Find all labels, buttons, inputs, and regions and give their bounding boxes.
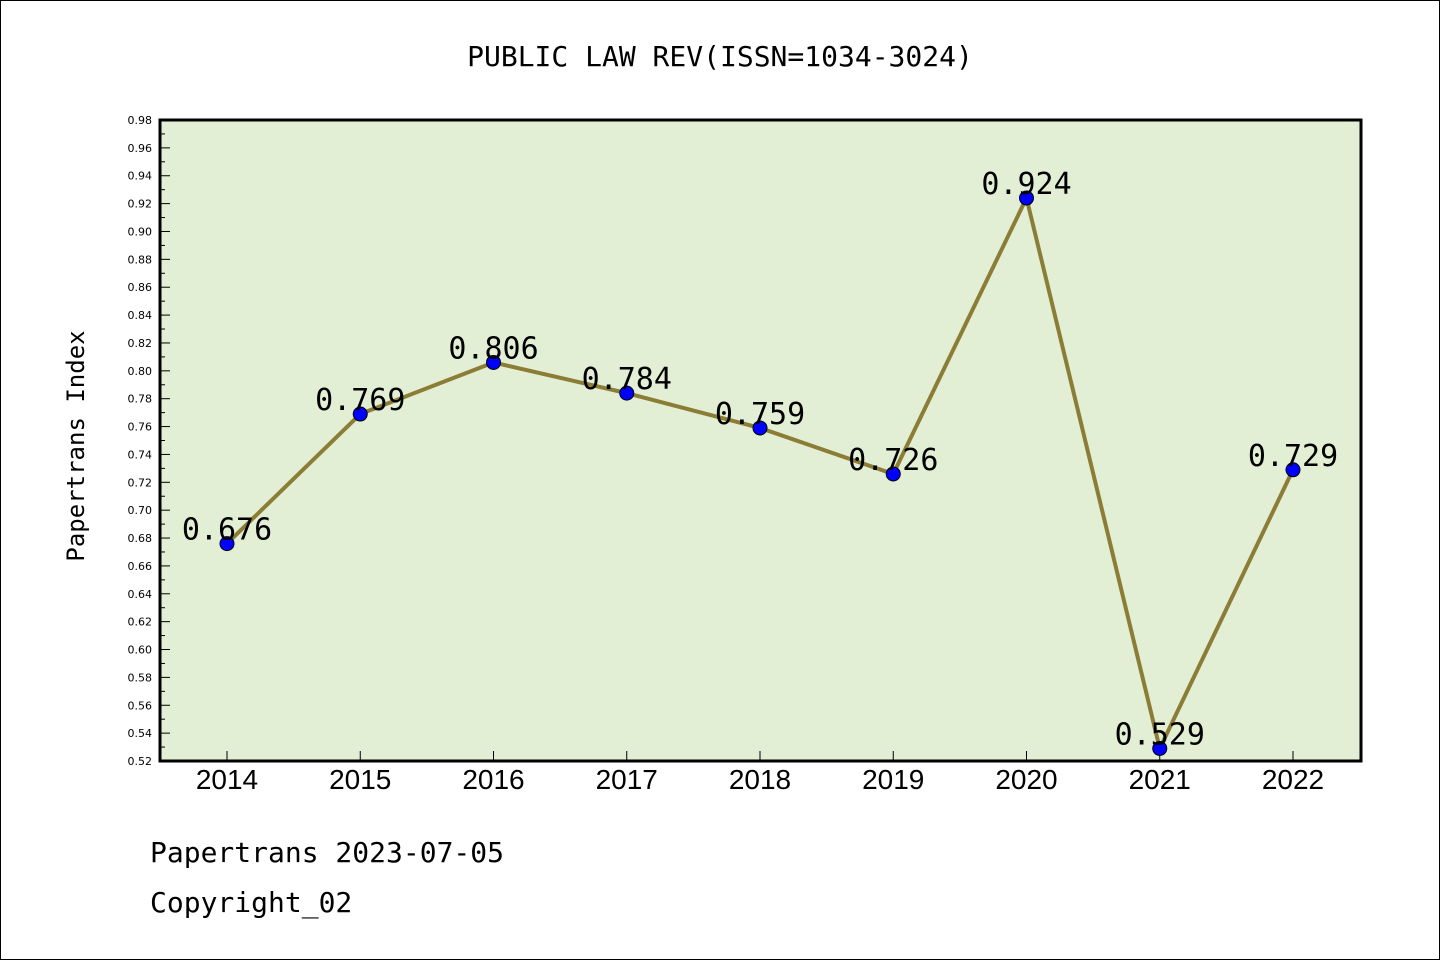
- x-tick-label: 2014: [196, 764, 258, 795]
- plot-border: [158, 118, 1363, 763]
- y-tick-label: 0.66: [128, 560, 153, 573]
- y-tick-label: 0.90: [128, 225, 153, 238]
- x-tick-label: 2018: [729, 764, 791, 795]
- y-tick-label: 0.78: [128, 393, 153, 406]
- data-label: 0.676: [182, 513, 272, 548]
- y-axis-label: Papertrans Index: [62, 330, 90, 561]
- y-tick-label: 0.56: [128, 699, 153, 712]
- data-point-marker: [885, 466, 901, 482]
- data-point-marker: [1019, 190, 1034, 206]
- y-tick-label: 0.72: [128, 476, 153, 489]
- x-tick-label: 2022: [1262, 764, 1324, 795]
- y-tick-label: 0.62: [128, 616, 153, 629]
- y-tick-label: 0.64: [128, 588, 153, 601]
- data-label: 0.924: [981, 167, 1071, 202]
- chart-title: PUBLIC LAW REV(ISSN=1034-3024): [467, 40, 973, 73]
- footer-date: Papertrans 2023-07-05: [150, 836, 505, 869]
- data-point-marker: [1285, 462, 1301, 478]
- x-tick-label: 2015: [329, 764, 391, 795]
- data-label: 0.759: [715, 397, 805, 432]
- data-point-marker: [486, 354, 501, 370]
- data-label: 0.769: [315, 383, 405, 418]
- x-tick-label: 2020: [995, 764, 1057, 795]
- data-point-marker: [752, 420, 768, 436]
- y-tick-label: 0.60: [128, 644, 153, 657]
- y-tick-label: 0.84: [128, 309, 153, 322]
- y-tick-label: 0.92: [128, 198, 153, 211]
- y-tick-label: 0.54: [128, 727, 153, 740]
- x-tick-label: 2016: [462, 764, 524, 795]
- data-point-marker: [1152, 740, 1168, 756]
- y-tick-label: 0.86: [128, 281, 153, 294]
- y-tick-label: 0.98: [128, 114, 153, 127]
- data-label: 0.784: [582, 362, 672, 397]
- data-point-marker: [619, 385, 635, 401]
- y-tick-label: 0.52: [128, 755, 153, 768]
- data-label: 0.729: [1248, 439, 1338, 474]
- x-tick-label: 2019: [862, 764, 924, 795]
- y-tick-label: 0.96: [128, 142, 153, 155]
- y-axis-ticks: 0.52 0.54 0.56 0.58 0.60 0.62 0.64 0.66 0.68 0.70…: [128, 114, 170, 768]
- y-tick-label: 0.80: [128, 365, 153, 378]
- y-tick-label: 0.76: [128, 421, 153, 434]
- y-tick-label: 0.88: [128, 253, 153, 266]
- y-tick-label: 0.58: [128, 671, 153, 684]
- data-point-marker: [352, 406, 368, 422]
- data-point-marker: [219, 536, 235, 552]
- x-tick-label: 2021: [1129, 764, 1191, 795]
- plot-area: [160, 120, 1361, 761]
- y-tick-label: 0.94: [128, 170, 153, 183]
- x-tick-label: 2017: [596, 764, 658, 795]
- data-label: 0.529: [1115, 717, 1205, 752]
- data-label: 0.726: [848, 443, 938, 478]
- y-tick-label: 0.68: [128, 532, 153, 545]
- markers-group: [219, 190, 1301, 756]
- data-label: 0.806: [448, 331, 538, 366]
- y-tick-label: 0.82: [128, 337, 153, 350]
- y-tick-label: 0.74: [128, 448, 153, 461]
- y-tick-label: 0.70: [128, 504, 153, 517]
- data-labels-group: 0.676 0.769 0.806 0.784 0.759 0.726 0.924 0.529…: [182, 167, 1338, 752]
- footer-copyright: Copyright_02: [150, 886, 353, 919]
- x-axis-ticks: 2014 2015 2016 2017 2018 2019 2020 2021 2022: [196, 751, 1324, 795]
